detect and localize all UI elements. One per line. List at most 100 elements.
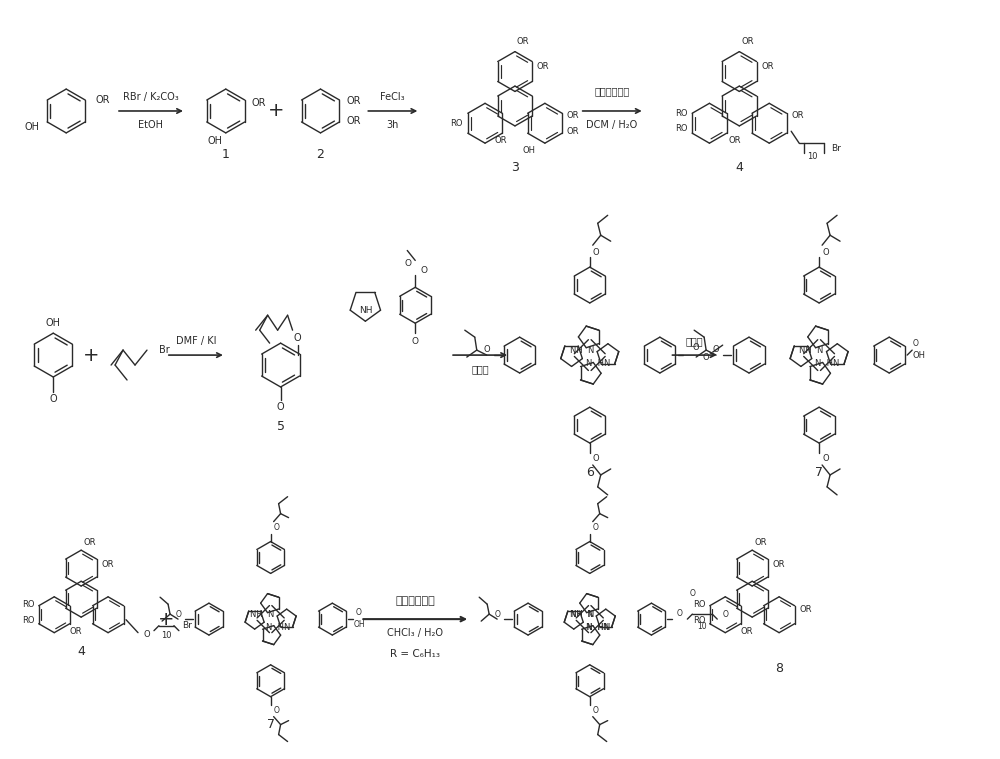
Text: OR: OR [754,537,767,546]
Text: 3: 3 [511,161,519,175]
Text: RO: RO [693,600,705,609]
Text: 四丁基溴化铵: 四丁基溴化铵 [594,86,629,96]
Text: OR: OR [567,127,579,136]
Text: OR: OR [517,37,529,46]
Text: +: + [267,102,284,121]
Text: NH  N: NH N [570,345,594,354]
Text: 2: 2 [317,148,324,162]
Text: OR: OR [799,605,812,614]
Text: N  HN: N HN [587,622,609,631]
Text: RO: RO [22,616,34,625]
Text: 5: 5 [277,420,285,433]
Text: RO: RO [22,600,34,609]
Text: NH  N: NH N [571,609,593,619]
Text: N  HN: N HN [586,358,610,367]
Text: O: O [822,454,829,462]
Text: RO: RO [675,124,687,133]
Text: 10: 10 [807,152,817,161]
Text: NH: NH [359,306,372,315]
Text: O: O [144,630,151,639]
Text: R = C₆H₁₃: R = C₆H₁₃ [390,649,440,659]
Text: 10: 10 [161,631,171,640]
Text: NH  N: NH N [799,345,823,354]
Text: OR: OR [741,37,754,46]
Text: OR: OR [567,111,579,120]
Text: OH: OH [207,136,222,146]
Text: RO: RO [693,616,705,625]
Text: OR: OR [494,137,507,146]
Text: O: O [692,342,699,351]
Text: OR: OR [346,116,361,126]
Text: FeCl₃: FeCl₃ [380,92,405,102]
Text: O: O [175,609,181,619]
Text: OR: OR [741,627,753,635]
Text: OR: OR [772,559,785,568]
Text: 7: 7 [815,467,823,480]
Text: O: O [404,259,411,268]
Text: O: O [49,394,57,404]
Text: Br: Br [159,345,170,355]
Text: OR: OR [728,137,741,146]
Text: OH: OH [523,146,536,156]
Text: O: O [277,402,284,412]
Text: OR: OR [101,559,114,568]
Text: 10: 10 [697,622,707,631]
Text: OH: OH [24,122,39,132]
Text: 4: 4 [77,645,85,659]
Text: DMF / KI: DMF / KI [176,336,216,346]
Text: OH: OH [912,351,925,360]
Text: N  HN: N HN [586,622,610,631]
Text: RO: RO [451,118,463,128]
Text: O: O [722,609,728,619]
Text: O: O [355,608,361,616]
Text: O: O [593,523,599,532]
Text: O: O [483,345,490,354]
Text: O: O [676,609,682,618]
Text: NH  N: NH N [570,609,594,619]
Text: O: O [420,266,427,275]
Text: OH: OH [353,619,365,628]
Text: +: + [83,345,99,364]
Text: O: O [689,589,695,598]
Text: N  HN: N HN [815,358,839,367]
Text: RBr / K₂CO₃: RBr / K₂CO₃ [123,92,179,102]
Text: O: O [412,337,419,345]
Text: RO: RO [675,109,687,118]
Text: O: O [712,345,719,354]
Text: O: O [593,706,599,715]
Text: O: O [822,247,829,257]
Text: O: O [912,339,918,348]
Text: OR: OR [83,537,96,546]
Text: OH: OH [46,318,61,328]
Text: OR: OR [791,111,804,120]
Text: OR: OR [252,98,266,108]
Text: O: O [593,454,599,462]
Text: +: + [158,609,174,628]
Text: O: O [593,247,599,257]
Text: O: O [274,706,280,715]
Text: OR: OR [346,96,361,106]
Text: O: O [494,609,500,619]
Text: DCM / H₂O: DCM / H₂O [586,120,637,130]
Text: 4: 4 [735,161,743,175]
Text: Br: Br [182,621,192,630]
Text: OR: OR [761,62,774,71]
Text: 7: 7 [267,718,275,731]
Text: NH  N: NH N [250,609,275,619]
Text: 四丁基溴化铵: 四丁基溴化铵 [395,596,435,606]
Text: Br: Br [831,143,841,153]
Text: 3h: 3h [386,120,398,130]
Text: OR: OR [70,627,82,635]
Text: OR: OR [95,95,110,105]
Text: CHCl₃ / H₂O: CHCl₃ / H₂O [387,628,443,638]
Text: 6: 6 [586,467,594,480]
Text: EtOH: EtOH [138,120,163,130]
Text: 浓盐酸: 浓盐酸 [686,336,703,346]
Text: 8: 8 [775,663,783,676]
Text: O: O [294,333,301,343]
Text: OR: OR [537,62,549,71]
Text: N  HN: N HN [266,622,291,631]
Text: O: O [702,353,709,361]
Text: 1: 1 [222,148,230,162]
Text: O: O [274,523,280,532]
